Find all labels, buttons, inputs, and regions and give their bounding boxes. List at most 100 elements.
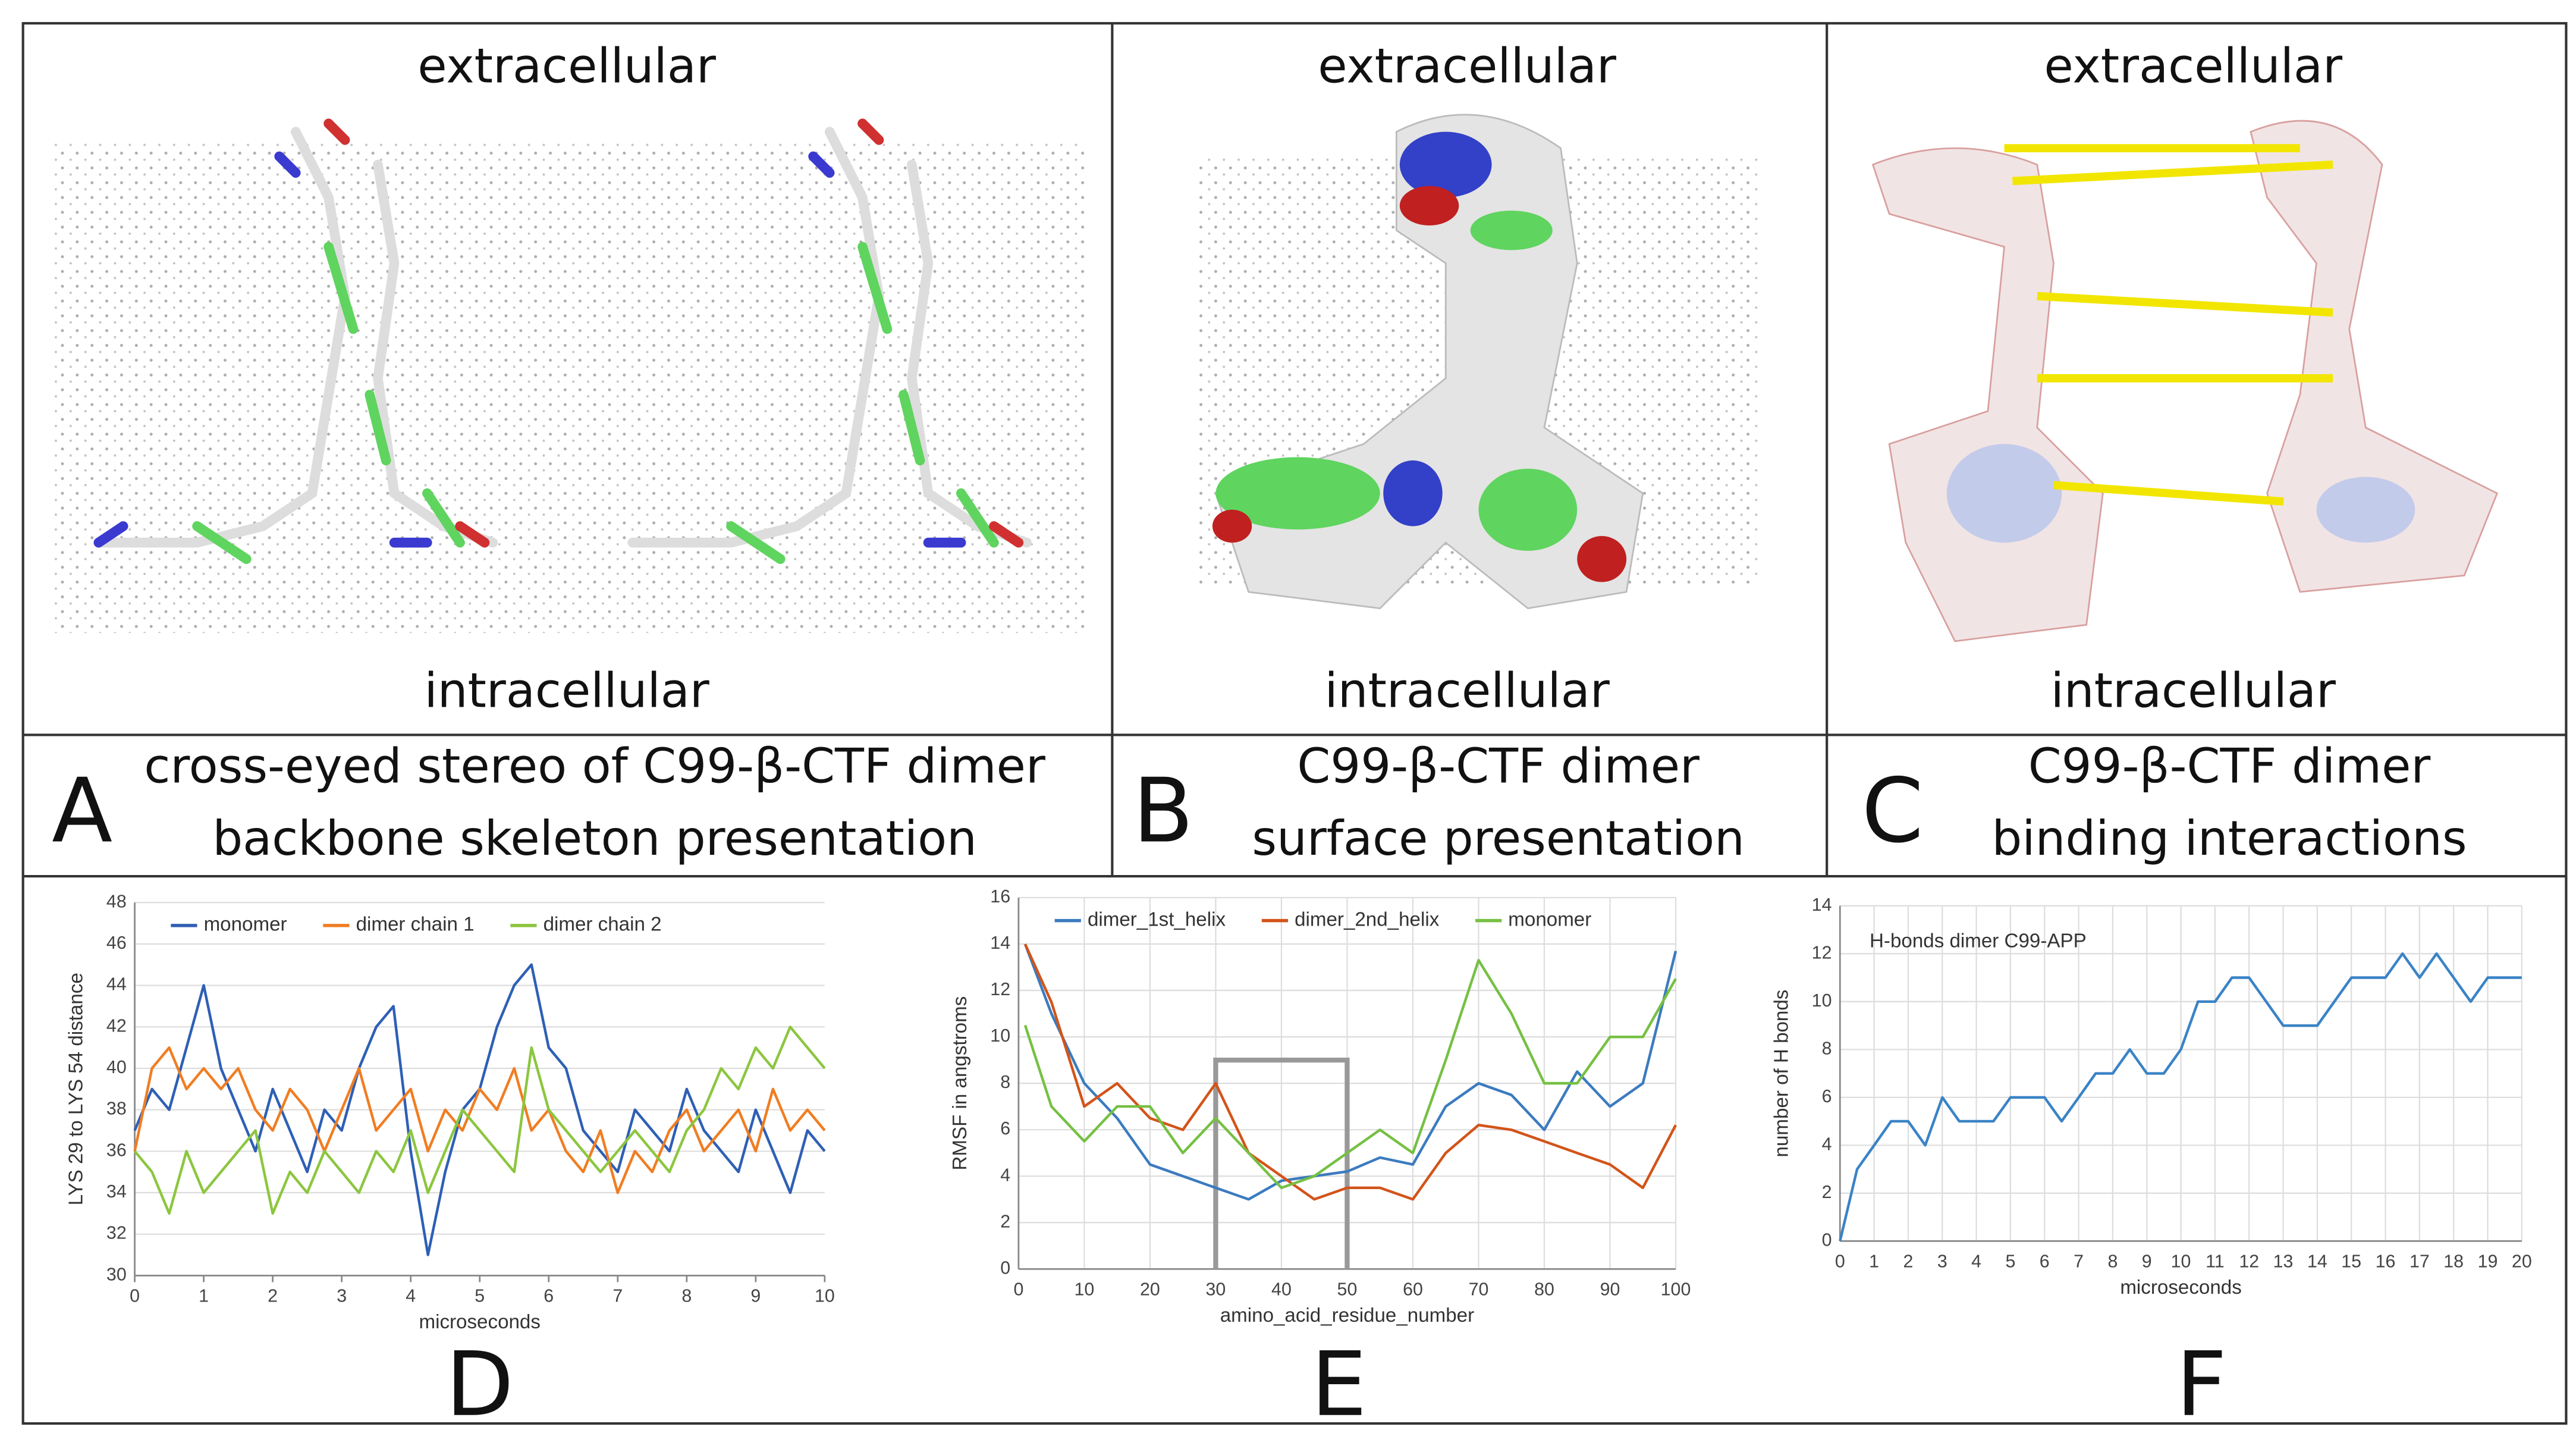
legend-label: monomer: [204, 914, 287, 936]
x-tick-label: 3: [1937, 1251, 1947, 1271]
x-tick-label: 40: [1271, 1279, 1292, 1299]
y-tick-label: 16: [990, 886, 1010, 907]
caption: binding interactions: [1992, 811, 2467, 866]
highlight-bracket: [1213, 1057, 1350, 1269]
binding-image: [1871, 120, 2499, 642]
x-tick-label: 30: [1206, 1279, 1226, 1299]
x-tick-label: 1: [1869, 1251, 1879, 1271]
x-tick-label: 9: [2142, 1251, 2152, 1271]
series-line: [133, 1046, 826, 1194]
annotation: H-bonds dimer C99-APP: [1870, 930, 2087, 952]
legend-label: monomer: [1508, 908, 1591, 930]
caption: C99-β-CTF dimer: [1297, 738, 1699, 794]
x-axis-label: amino_acid_residue_number: [1220, 1305, 1474, 1327]
caption: C99-β-CTF dimer: [2028, 738, 2431, 794]
region-label: extracellular: [2044, 38, 2342, 93]
y-tick-label: 14: [990, 933, 1010, 953]
y-axis-label: number of H bonds: [1770, 990, 1792, 1158]
x-tick-label: 18: [2443, 1251, 2464, 1271]
series-line: [133, 1026, 826, 1215]
panel-letter: B: [1133, 760, 1193, 863]
x-tick-label: 11: [2206, 1251, 2225, 1271]
y-axis-label: RMSF in angstroms: [949, 996, 971, 1171]
y-tick-label: 6: [1822, 1086, 1832, 1106]
x-tick-label: 2: [1903, 1251, 1913, 1271]
x-tick-label: 4: [1971, 1251, 1981, 1271]
x-tick-label: 14: [2307, 1251, 2327, 1271]
stereo-image: [52, 118, 1088, 634]
x-tick-label: 5: [475, 1285, 485, 1306]
y-tick-label: 12: [1812, 942, 1832, 962]
region-label: intracellular: [424, 663, 709, 718]
x-tick-label: 3: [337, 1285, 347, 1306]
x-tick-label: 0: [130, 1285, 140, 1306]
panel-letter: A: [52, 760, 112, 863]
legend-label: dimer_1st_helix: [1088, 908, 1226, 930]
y-tick-label: 32: [106, 1223, 127, 1243]
x-tick-label: 7: [2074, 1251, 2084, 1271]
y-tick-label: 8: [1822, 1038, 1832, 1058]
x-tick-label: 0: [1013, 1279, 1023, 1299]
x-tick-label: 6: [544, 1285, 554, 1306]
x-tick-label: 10: [815, 1285, 835, 1306]
y-axis-label: LYS 29 to LYS 54 distance: [65, 973, 87, 1205]
y-tick-label: 14: [1812, 895, 1832, 915]
y-tick-label: 44: [106, 974, 127, 995]
series-line: [1839, 952, 2522, 1241]
y-tick-label: 2: [1822, 1182, 1832, 1202]
legend-label: dimer chain 2: [544, 914, 662, 936]
caption: surface presentation: [1252, 811, 1745, 866]
x-tick-label: 4: [406, 1285, 416, 1306]
x-tick-label: 15: [2341, 1251, 2361, 1271]
x-tick-label: 5: [2005, 1251, 2015, 1271]
series-line: [1023, 943, 1677, 1201]
chart-letter: D: [445, 1334, 514, 1437]
y-tick-label: 46: [106, 933, 127, 953]
x-axis-label: microseconds: [2120, 1277, 2241, 1299]
x-tick-label: 20: [2512, 1251, 2532, 1271]
y-tick-label: 48: [106, 891, 127, 911]
legend-label: dimer chain 1: [356, 914, 475, 936]
y-tick-label: 4: [1822, 1134, 1832, 1154]
x-tick-label: 16: [2376, 1251, 2396, 1271]
x-tick-label: 9: [750, 1285, 761, 1306]
x-tick-label: 13: [2273, 1251, 2294, 1271]
series-line: [1023, 958, 1677, 1190]
y-tick-label: 36: [106, 1140, 127, 1160]
x-tick-label: 8: [2107, 1251, 2118, 1271]
y-tick-label: 8: [1000, 1072, 1010, 1092]
y-tick-label: 12: [990, 979, 1010, 999]
x-tick-label: 70: [1469, 1279, 1489, 1299]
x-tick-label: 12: [2239, 1251, 2259, 1271]
y-tick-label: 4: [1000, 1165, 1010, 1185]
chart-letter: F: [2176, 1334, 2227, 1437]
x-tick-label: 10: [2171, 1251, 2191, 1271]
y-tick-label: 42: [106, 1015, 127, 1036]
y-tick-label: 40: [106, 1057, 127, 1077]
y-tick-label: 34: [106, 1181, 127, 1202]
panel-texts: extracellular intracellular A cross-eyed st…: [52, 38, 2467, 866]
x-tick-label: 19: [2478, 1251, 2498, 1271]
panel-letter: C: [1862, 760, 1924, 863]
y-tick-label: 10: [1812, 990, 1832, 1011]
x-tick-label: 80: [1534, 1279, 1554, 1299]
y-tick-label: 0: [1822, 1230, 1832, 1250]
caption: backbone skeleton presentation: [212, 811, 977, 866]
x-tick-label: 60: [1403, 1279, 1423, 1299]
y-tick-label: 0: [1000, 1258, 1010, 1278]
x-tick-label: 8: [681, 1285, 692, 1306]
x-tick-label: 20: [1140, 1279, 1160, 1299]
surface-image: [1199, 114, 1758, 610]
y-tick-label: 10: [990, 1026, 1010, 1046]
x-tick-label: 90: [1600, 1279, 1620, 1299]
y-tick-label: 30: [106, 1264, 127, 1284]
series-line: [1023, 943, 1677, 1201]
x-tick-label: 0: [1835, 1251, 1845, 1271]
region-label: extracellular: [417, 38, 716, 93]
caption: cross-eyed stereo of C99-β-CTF dimer: [144, 738, 1045, 794]
x-tick-label: 100: [1661, 1279, 1691, 1299]
x-tick-label: 10: [1075, 1279, 1095, 1299]
y-tick-label: 6: [1000, 1118, 1010, 1139]
